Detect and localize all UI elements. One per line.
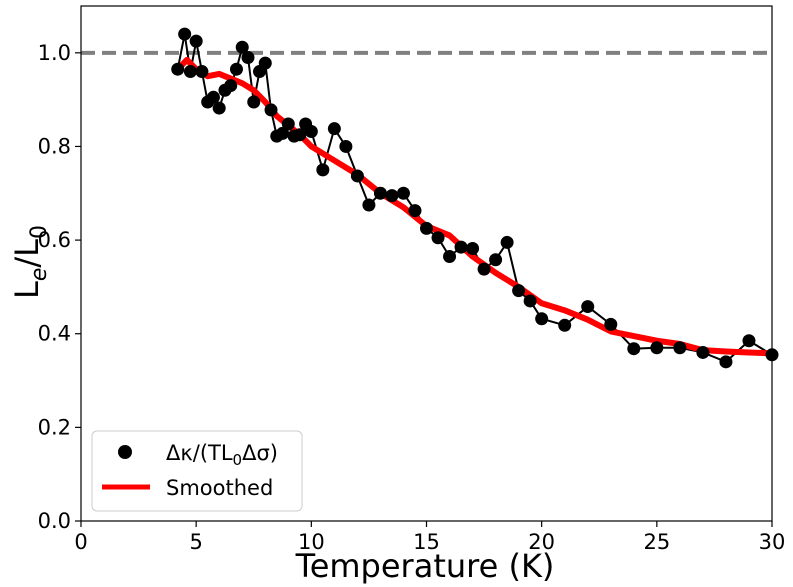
- data-point: [281, 117, 295, 131]
- data-point: [229, 62, 243, 76]
- legend-label-smoothed: Smoothed: [166, 476, 273, 500]
- data-point: [362, 198, 376, 212]
- data-point: [431, 231, 445, 245]
- data-point: [276, 126, 290, 140]
- data-point: [696, 345, 710, 359]
- data-point: [581, 300, 595, 314]
- data-point: [477, 262, 491, 276]
- data-point: [742, 334, 756, 348]
- data-point: [183, 65, 197, 79]
- x-tick-label: 20: [528, 530, 555, 554]
- data-point: [247, 95, 261, 109]
- y-axis-label-sub2: 0: [27, 225, 52, 239]
- data-point: [171, 62, 185, 76]
- data-point: [500, 235, 514, 249]
- data-point: [523, 294, 537, 308]
- y-tick-label: 0.4: [38, 322, 71, 346]
- data-point: [241, 51, 255, 64]
- data-point: [212, 101, 226, 115]
- legend-marker-data: [118, 445, 132, 459]
- x-tick-label: 30: [759, 530, 786, 554]
- series-layer: [171, 27, 779, 369]
- x-tick-label: 0: [74, 530, 87, 554]
- x-tick-label: 5: [189, 530, 202, 554]
- data-point: [627, 342, 641, 356]
- data-point: [373, 186, 387, 200]
- y-axis-label-slash: /L: [8, 239, 46, 268]
- data-point: [224, 79, 238, 93]
- data-point: [350, 169, 364, 183]
- data-point: [195, 65, 209, 79]
- x-tick-label: 25: [643, 530, 670, 554]
- y-tick-label: 1.0: [38, 41, 71, 65]
- data-point: [489, 253, 503, 267]
- data-point: [604, 317, 618, 331]
- legend-label-data: Δκ/(TL0Δσ): [166, 441, 278, 469]
- y-axis-label-sub1: e: [27, 268, 52, 282]
- data-point: [650, 341, 664, 355]
- data-point: [454, 240, 468, 254]
- y-axis-label-main: L: [8, 281, 46, 299]
- data-point: [466, 242, 480, 256]
- svg-text:Le/L0: Le/L0: [8, 225, 52, 299]
- data-point: [339, 139, 353, 153]
- data-point: [420, 221, 433, 235]
- data-point: [304, 124, 318, 138]
- legend-box: [91, 430, 303, 512]
- y-tick-label: 0.8: [38, 134, 71, 158]
- y-tick-label: 0.0: [38, 509, 71, 533]
- data-point: [535, 312, 549, 326]
- data-point: [206, 90, 220, 104]
- data-point: [327, 122, 341, 136]
- data-point: [258, 56, 272, 70]
- x-tick-label: 15: [413, 530, 440, 554]
- series-data-line: [176, 33, 773, 363]
- data-point: [264, 103, 278, 117]
- data-point: [385, 189, 399, 203]
- data-point: [316, 163, 330, 177]
- data-point: [293, 128, 307, 142]
- data-point: [512, 284, 526, 298]
- tick-layer: 0 5 10 15 20 25 30 0.0 0.2 0.4 0.6 0.8 1.0: [38, 41, 786, 554]
- y-axis-label: Le/L0: [8, 225, 52, 299]
- data-point: [719, 355, 733, 369]
- series-smoothed-line: [174, 56, 775, 357]
- data-point: [396, 186, 410, 200]
- y-tick-label: 0.6: [38, 228, 71, 252]
- data-point: [673, 341, 687, 355]
- x-axis-label: Temperature (K): [295, 547, 555, 585]
- data-point: [189, 34, 203, 48]
- legend: Δκ/(TL0Δσ) Smoothed: [91, 430, 303, 512]
- y-tick-label: 0.2: [38, 415, 71, 439]
- data-point: [558, 318, 572, 332]
- x-tick-label: 10: [298, 530, 325, 554]
- data-point: [408, 204, 422, 218]
- data-point: [235, 40, 249, 54]
- plot-frame: [80, 5, 773, 522]
- data-point: [178, 27, 192, 41]
- data-point: [443, 249, 457, 263]
